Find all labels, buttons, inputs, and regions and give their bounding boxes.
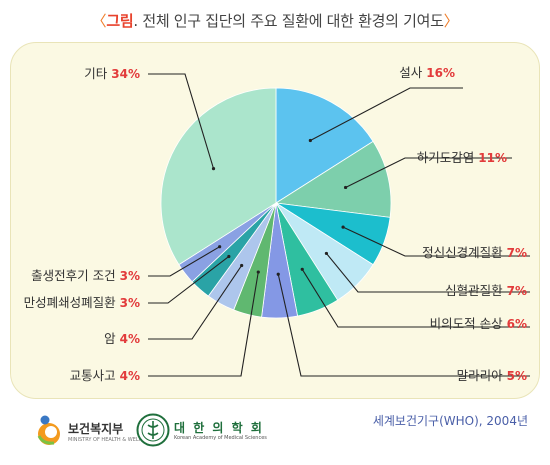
- slice-label-6: 교통사고 4%: [70, 368, 140, 383]
- slice-label-8: 만성폐쇄성폐질환 3%: [24, 295, 140, 310]
- chart-title: 〈그림. 전체 인구 집단의 주요 질환에 대한 환경의 기여도〉: [0, 10, 550, 31]
- leader-line-2: [342, 226, 530, 257]
- nas-seal-icon: [136, 413, 170, 447]
- slice-label-9: 출생전후기 조건 3%: [31, 268, 140, 283]
- slice-label-name-10: 기타: [84, 66, 111, 81]
- title-keyword: 그림: [106, 12, 134, 30]
- nas-logo: 대 한 의 학 회 Korean Academy of Medical Scie…: [136, 413, 286, 453]
- leader-line-6: [148, 271, 259, 377]
- mohw-logo-icon: [37, 415, 60, 445]
- slice-label-2: 정신신경계질환 7%: [422, 245, 527, 260]
- leader-line-3: [325, 253, 530, 293]
- slice-label-name-5: 말라리아: [457, 368, 507, 383]
- slice-label-0: 설사 16%: [399, 65, 455, 80]
- nas-logo-sub: Korean Academy of Medical Sciences: [174, 435, 267, 441]
- slice-label-pct-6: 4%: [120, 369, 140, 383]
- leader-line-10: [148, 73, 215, 169]
- mohw-logo-name: 보건복지부: [68, 422, 124, 436]
- nas-logo-name: 대 한 의 학 회: [174, 421, 264, 435]
- slice-label-name-7: 암: [104, 331, 119, 346]
- title-close-bracket: 〉: [443, 12, 459, 30]
- title-open-bracket: 〈: [91, 12, 107, 30]
- slice-label-1: 하기도감염 11%: [417, 150, 507, 165]
- slice-label-pct-4: 6%: [507, 317, 527, 331]
- mohw-logo-sub: MINISTRY OF HEALTH & WELFARE: [68, 437, 152, 443]
- slice-label-5: 말라리아 5%: [457, 368, 527, 383]
- slice-label-pct-8: 3%: [120, 296, 140, 310]
- leader-line-7: [148, 265, 243, 340]
- slice-label-name-0: 설사: [399, 65, 426, 80]
- leader-line-5: [277, 274, 530, 377]
- source-note: 세계보건기구(WHO), 2004년: [372, 414, 528, 428]
- slice-label-pct-1: 11%: [478, 151, 507, 165]
- slice-label-7: 암 4%: [104, 331, 140, 346]
- slice-label-pct-0: 16%: [426, 66, 455, 80]
- leader-line-1: [345, 157, 512, 188]
- slice-label-name-8: 만성폐쇄성폐질환: [24, 295, 120, 310]
- slice-label-pct-3: 7%: [507, 284, 527, 298]
- mohw-logo: 보건복지부 MINISTRY OF HEALTH & WELFARE: [34, 412, 151, 452]
- pie-slice-0: [275, 87, 374, 204]
- leader-line-0: [310, 87, 463, 142]
- title-text: . 전체 인구 집단의 주요 질환에 대한 환경의 기여도: [133, 12, 444, 30]
- slice-label-name-9: 출생전후기 조건: [31, 268, 119, 283]
- slice-label-pct-10: 34%: [111, 67, 140, 81]
- leader-line-8: [148, 256, 230, 304]
- slice-label-name-4: 비의도적 손상: [430, 316, 507, 331]
- slice-label-3: 심혈관질환 7%: [445, 283, 527, 298]
- slice-label-4: 비의도적 손상 6%: [430, 316, 527, 331]
- leader-line-4: [301, 269, 530, 328]
- pie-slice-1: [274, 140, 392, 218]
- slice-label-pct-9: 3%: [120, 269, 140, 283]
- slice-label-name-6: 교통사고: [70, 368, 120, 383]
- slice-label-pct-7: 4%: [120, 332, 140, 346]
- slice-label-pct-5: 5%: [507, 369, 527, 383]
- pie-slice-10: [160, 87, 277, 266]
- slice-label-name-2: 정신신경계질환: [422, 245, 506, 260]
- slice-label-10: 기타 34%: [84, 66, 140, 81]
- leader-line-9: [148, 246, 220, 277]
- slice-label-name-1: 하기도감염: [417, 150, 478, 165]
- slice-label-pct-2: 7%: [507, 246, 527, 260]
- slice-label-name-3: 심혈관질환: [445, 283, 506, 298]
